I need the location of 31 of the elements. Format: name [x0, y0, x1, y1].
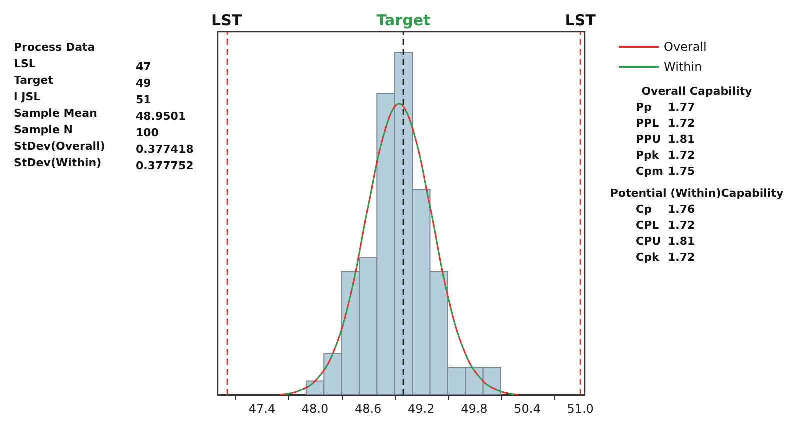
text: Target 49 [14, 74, 152, 90]
x-tick-label: 50.4 [514, 402, 541, 416]
x-tick-label: 47.4 [248, 402, 276, 416]
text: Overall Capability [642, 85, 752, 98]
text: Cpk 1.72 [636, 251, 696, 264]
text: Cp 1.76 [636, 203, 696, 216]
x-tick-label: 49.2 [408, 402, 435, 416]
text: Potential (Within)Capability [610, 187, 784, 200]
x-tick-label: 51.0 [567, 402, 594, 416]
text: PPL 1.72 [636, 117, 696, 130]
text: Process Data [14, 41, 96, 54]
ref-line-label: LST [565, 12, 597, 30]
x-tick-label: 48.6 [354, 402, 382, 416]
text: PPU 1.81 [636, 133, 696, 146]
legend-label: Within [664, 60, 702, 74]
text: l JSL 51 [14, 90, 152, 106]
text: StDev(Within) 0.377752 [14, 156, 194, 172]
ref-line-label: Target [376, 12, 431, 30]
text: Sample N 100 [14, 124, 159, 140]
legend-label: Overall [664, 40, 707, 54]
text: Pp 1.77 [636, 101, 696, 114]
text: CPU 1.81 [636, 235, 696, 248]
text: CPL 1.72 [636, 219, 696, 232]
text: Sample Mean 48.9501 [14, 107, 186, 123]
x-tick-label: 49.8 [461, 402, 488, 416]
ref-line-label: LST [212, 12, 243, 30]
x-tick-label: 48.0 [302, 402, 329, 416]
text: LSL 47 [14, 58, 152, 74]
text: Ppk 1.72 [636, 149, 696, 162]
text: StDev(Overall) 0.377418 [14, 140, 194, 156]
text: Cpm 1.75 [636, 165, 696, 178]
